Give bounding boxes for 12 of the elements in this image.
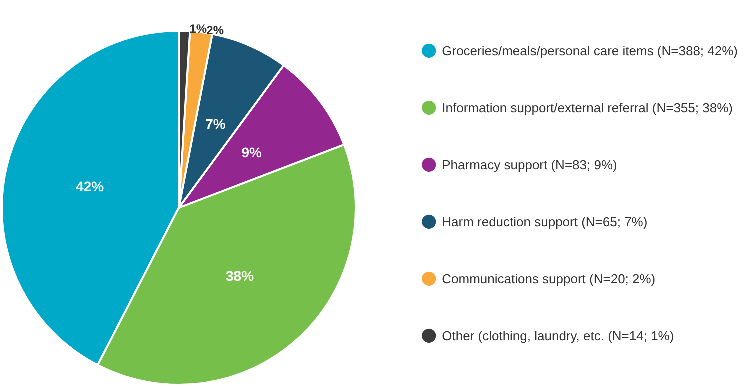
data-label: 1% bbox=[190, 22, 208, 36]
legend-label: Groceries/meals/personal care items (N=388; 42%) bbox=[442, 44, 738, 58]
data-label: 2% bbox=[206, 23, 224, 38]
data-label: 38% bbox=[226, 268, 255, 284]
legend-label: Pharmacy support (N=83; 9%) bbox=[442, 158, 618, 172]
data-label: 7% bbox=[206, 116, 226, 132]
data-label: 42% bbox=[76, 178, 105, 194]
legend-label: Other (clothing, laundry, etc. (N=14; 1%) bbox=[442, 328, 674, 344]
legend-label: Harm reduction support (N=65; 7%) bbox=[442, 214, 648, 230]
data-label: 9% bbox=[242, 144, 262, 161]
legend-label: Information support/external referral (N=355; 38%) bbox=[442, 100, 733, 116]
legend-label: Communications support (N=20; 2%) bbox=[442, 272, 656, 286]
